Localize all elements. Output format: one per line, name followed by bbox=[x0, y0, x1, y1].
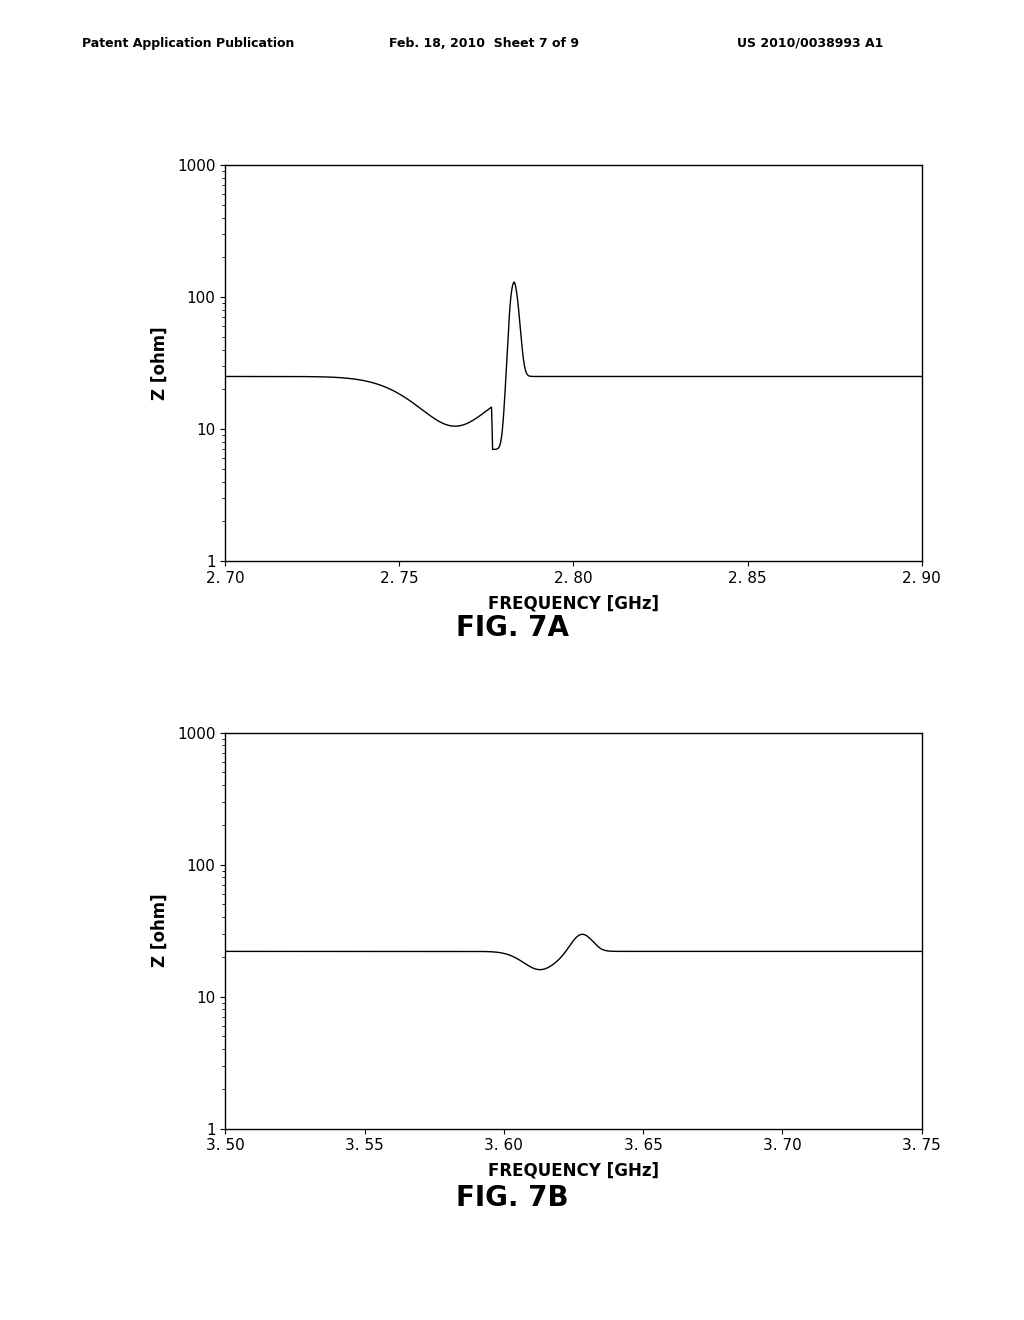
Text: FIG. 7A: FIG. 7A bbox=[456, 614, 568, 642]
Text: Patent Application Publication: Patent Application Publication bbox=[82, 37, 294, 50]
Y-axis label: Z [ohm]: Z [ohm] bbox=[151, 326, 169, 400]
Text: FIG. 7B: FIG. 7B bbox=[456, 1184, 568, 1212]
Text: US 2010/0038993 A1: US 2010/0038993 A1 bbox=[737, 37, 884, 50]
Y-axis label: Z [ohm]: Z [ohm] bbox=[151, 894, 169, 968]
Text: Feb. 18, 2010  Sheet 7 of 9: Feb. 18, 2010 Sheet 7 of 9 bbox=[389, 37, 580, 50]
X-axis label: FREQUENCY [GHz]: FREQUENCY [GHz] bbox=[488, 594, 658, 612]
X-axis label: FREQUENCY [GHz]: FREQUENCY [GHz] bbox=[488, 1162, 658, 1180]
